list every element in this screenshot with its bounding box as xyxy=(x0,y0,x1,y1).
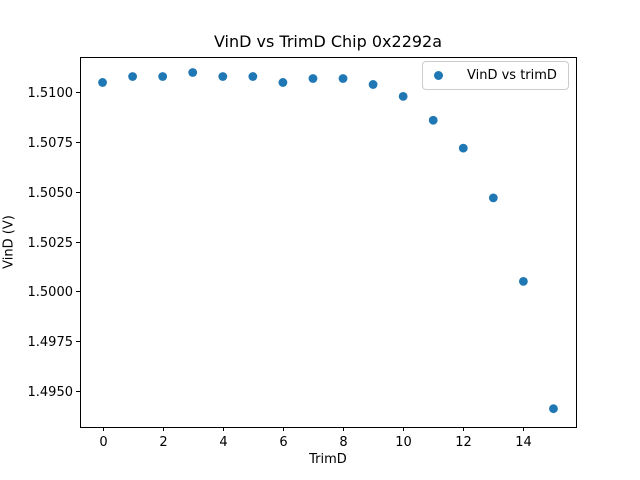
chart-title: VinD vs TrimD Chip 0x2292a xyxy=(213,32,443,51)
x-tick-label: 8 xyxy=(339,435,347,450)
legend-label: VinD vs trimD xyxy=(467,68,557,83)
data-point xyxy=(98,78,107,87)
data-point xyxy=(278,78,288,87)
x-tick-label: 4 xyxy=(219,435,227,450)
y-tick-label: 1.5000 xyxy=(28,285,74,300)
axes-frame xyxy=(80,57,577,428)
data-point xyxy=(368,80,378,89)
x-tick-label: 14 xyxy=(515,435,532,450)
data-point xyxy=(158,72,168,81)
legend: VinD vs trimD xyxy=(422,61,569,90)
data-point xyxy=(308,74,318,83)
x-tick-label: 6 xyxy=(279,435,287,450)
x-axis-label: TrimD xyxy=(309,452,347,467)
y-tick-label: 1.5025 xyxy=(28,236,74,251)
x-tick-label: 0 xyxy=(99,435,107,450)
y-tick-label: 1.4975 xyxy=(28,335,74,350)
y-axis-label: VinD (V) xyxy=(1,215,17,269)
y-tick-label: 1.4950 xyxy=(28,385,74,400)
data-point xyxy=(458,143,468,153)
x-tick-label: 10 xyxy=(395,435,412,450)
y-tick-label: 1.5050 xyxy=(28,186,74,201)
x-tick-label: 2 xyxy=(159,435,167,450)
data-point xyxy=(248,72,258,81)
data-point xyxy=(398,91,408,101)
data-point xyxy=(488,193,498,203)
data-point xyxy=(338,74,348,83)
data-point xyxy=(188,68,198,77)
data-point xyxy=(218,72,228,81)
data-point xyxy=(549,404,558,414)
y-tick-label: 1.5075 xyxy=(28,136,74,151)
y-tick-label: 1.5100 xyxy=(28,86,74,101)
legend-marker-icon xyxy=(434,71,443,80)
data-point xyxy=(128,72,138,81)
data-point xyxy=(428,115,438,125)
data-point xyxy=(518,276,528,286)
x-tick-label: 12 xyxy=(455,435,472,450)
